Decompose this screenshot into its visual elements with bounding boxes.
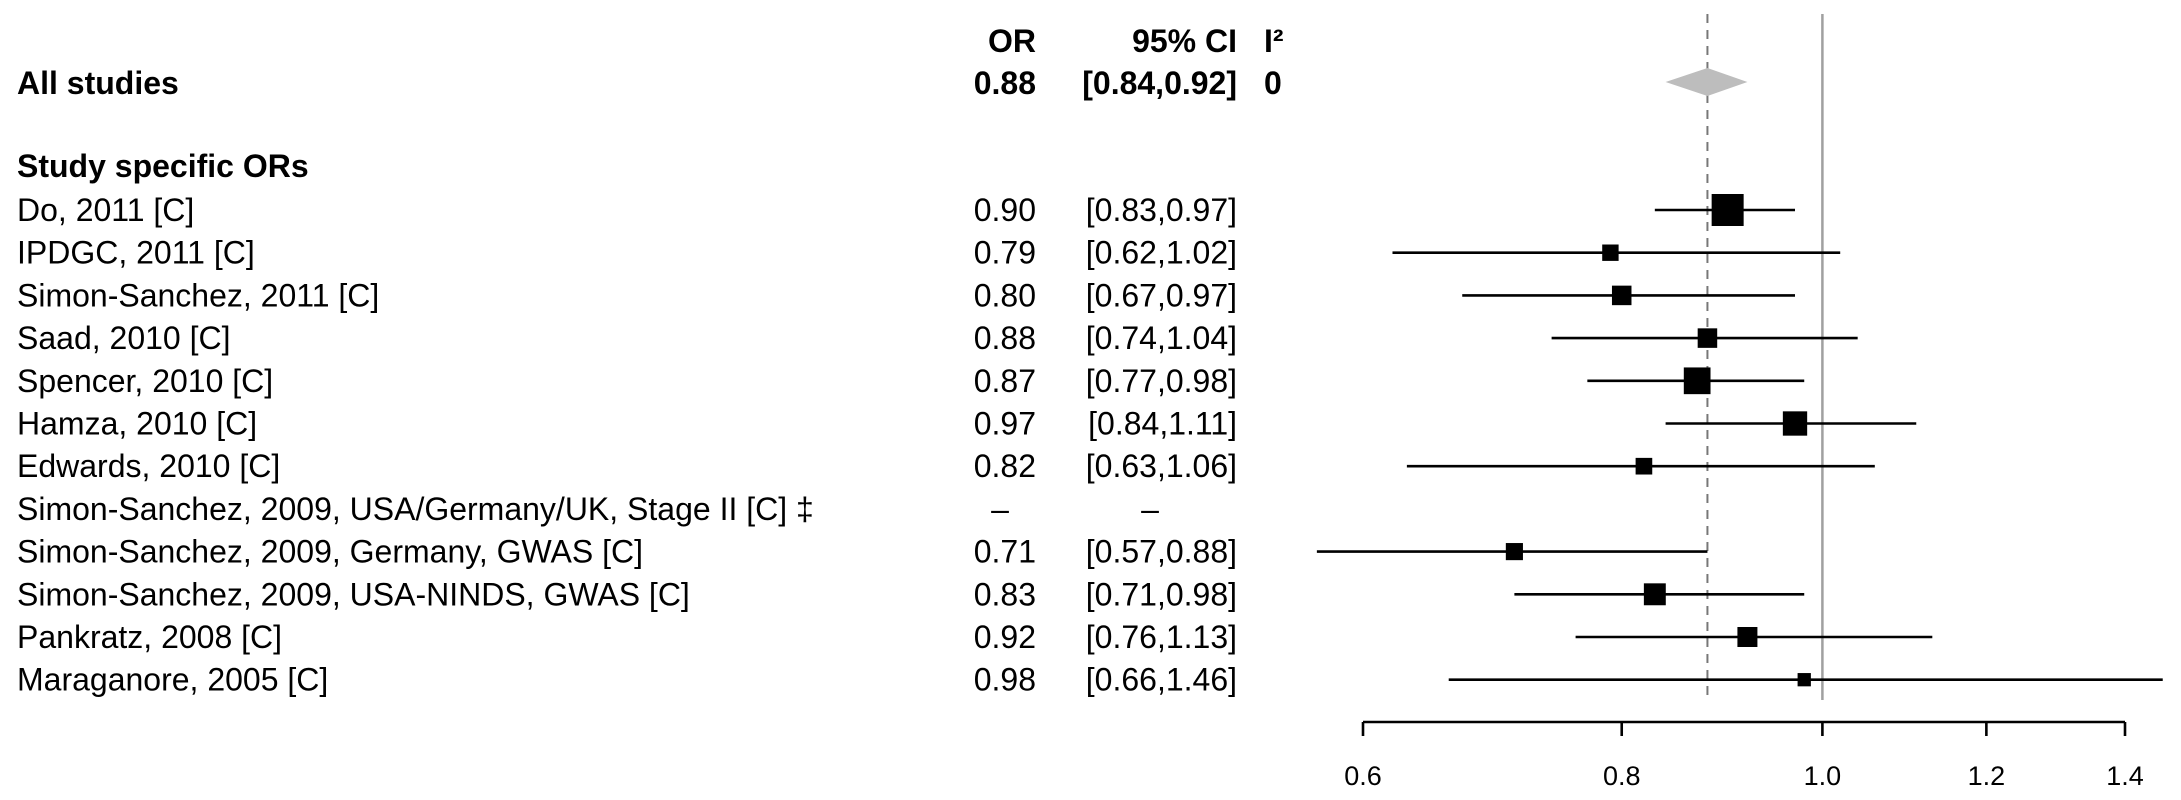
study-point [1797, 673, 1811, 687]
x-axis: 0.6 0.8 1.0 1.2 1.4 [1344, 720, 2144, 791]
study-point [1737, 627, 1758, 647]
ci-column-header: 95% CI [1132, 23, 1237, 59]
x-tick-label: 1.2 [1968, 761, 2006, 791]
study-point [1782, 411, 1808, 436]
study-label: Simon-Sanchez, 2009, USA/Germany/UK, Sta… [17, 491, 814, 527]
x-tick-label: 0.8 [1603, 761, 1641, 791]
section-label: Study specific ORs [17, 148, 309, 184]
study-or: 0.87 [974, 363, 1036, 399]
i2-column-header: I² [1264, 23, 1284, 59]
study-point [1711, 194, 1744, 226]
x-tick-label: 1.0 [1804, 761, 1842, 791]
study-ci: [0.67,0.97] [1086, 277, 1237, 313]
study-or: 0.80 [974, 277, 1036, 313]
or-column-header: OR [988, 23, 1036, 59]
study-label: Simon-Sanchez, 2009, USA-NINDS, GWAS [C] [17, 576, 690, 612]
x-tick-label: 0.6 [1344, 761, 1382, 791]
study-ci: [0.76,1.13] [1086, 619, 1237, 655]
study-point [1505, 543, 1523, 561]
study-label: IPDGC, 2011 [C] [17, 235, 255, 271]
study-ci: [0.77,0.98] [1086, 363, 1237, 399]
study-label: Spencer, 2010 [C] [17, 363, 273, 399]
summary-or: 0.88 [974, 65, 1036, 101]
study-ci: – [1141, 491, 1159, 527]
study-ci: [0.62,1.02] [1086, 235, 1237, 271]
study-label: Maraganore, 2005 [C] [17, 662, 328, 698]
study-or: 0.92 [974, 619, 1036, 655]
study-or: 0.79 [974, 235, 1036, 271]
study-ci: [0.83,0.97] [1086, 192, 1237, 228]
summary-diamond [1665, 68, 1748, 96]
study-label: Saad, 2010 [C] [17, 320, 230, 356]
study-label: Edwards, 2010 [C] [17, 448, 280, 484]
study-rows: Do, 2011 [C] 0.90 [0.83,0.97] IPDGC, 2011 [… [17, 192, 1237, 698]
study-or: 0.82 [974, 448, 1036, 484]
study-or: 0.88 [974, 320, 1036, 356]
study-or: 0.97 [974, 406, 1036, 442]
study-point [1697, 328, 1718, 348]
study-label: Hamza, 2010 [C] [17, 406, 257, 442]
summary-i2: 0 [1264, 65, 1282, 101]
study-point [1643, 583, 1666, 606]
study-point [1602, 244, 1619, 261]
study-label: Simon-Sanchez, 2011 [C] [17, 277, 379, 313]
study-ci: [0.57,0.88] [1086, 534, 1237, 570]
x-tick-label: 1.4 [2106, 761, 2144, 791]
study-or: 0.71 [974, 534, 1036, 570]
study-point [1611, 285, 1632, 306]
study-or: 0.98 [974, 662, 1036, 698]
plot-marks [1316, 68, 2163, 687]
study-label: Do, 2011 [C] [17, 192, 194, 228]
study-point [1635, 457, 1653, 475]
study-ci: [0.63,1.06] [1086, 448, 1237, 484]
study-or: 0.83 [974, 576, 1036, 612]
study-point [1683, 367, 1711, 395]
summary-label: All studies [17, 65, 179, 101]
study-ci: [0.66,1.46] [1086, 662, 1237, 698]
study-or: – [991, 491, 1009, 527]
study-ci: [0.84,1.11] [1088, 406, 1237, 442]
study-ci: [0.74,1.04] [1086, 320, 1237, 356]
study-or: 0.90 [974, 192, 1036, 228]
study-label: Pankratz, 2008 [C] [17, 619, 282, 655]
study-label: Simon-Sanchez, 2009, Germany, GWAS [C] [17, 534, 643, 570]
study-ci: [0.71,0.98] [1086, 576, 1237, 612]
summary-ci: [0.84,0.92] [1082, 65, 1237, 101]
reference-lines [1706, 14, 1824, 700]
